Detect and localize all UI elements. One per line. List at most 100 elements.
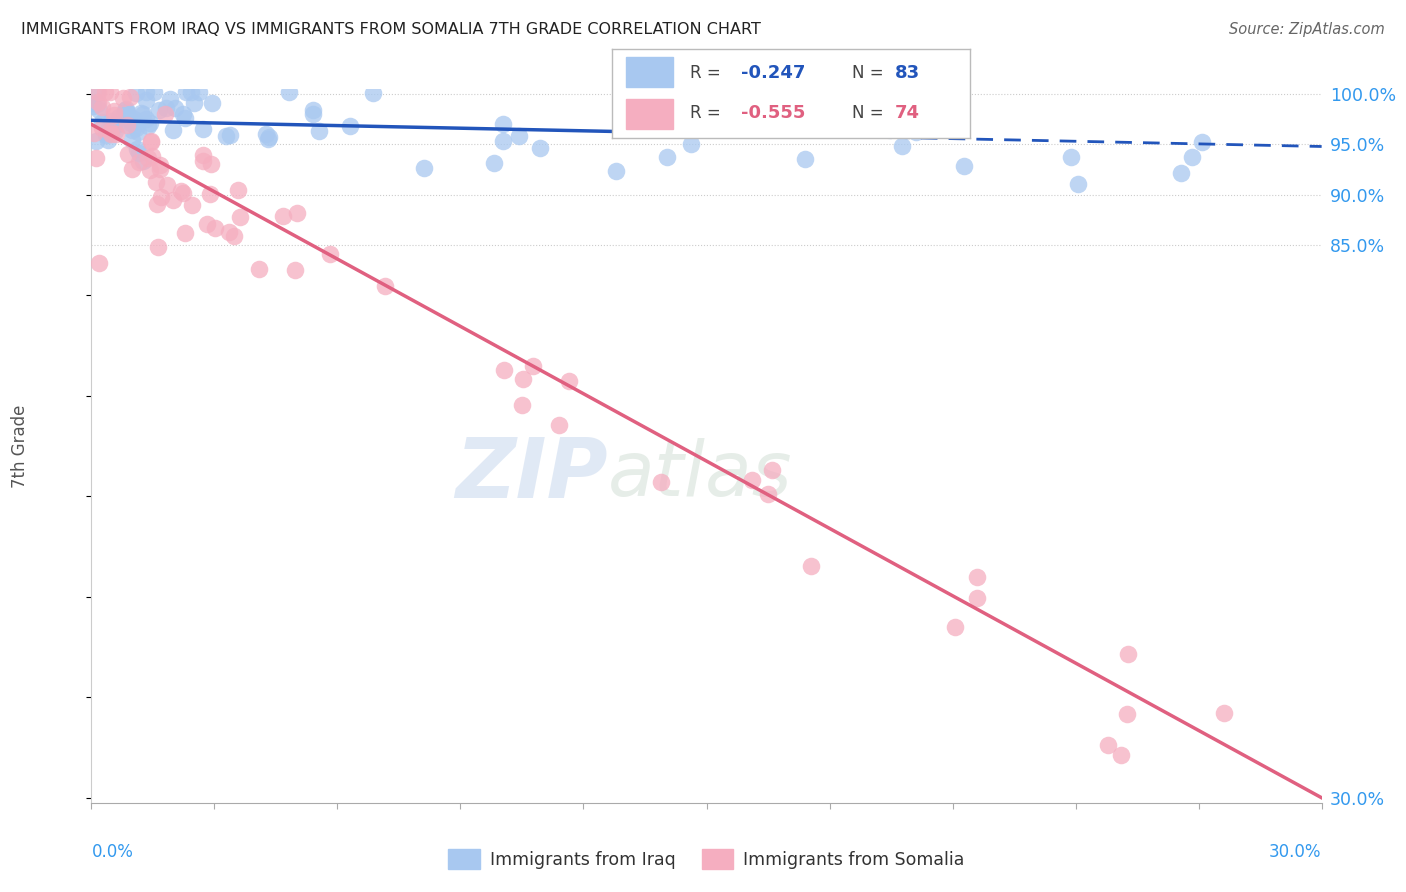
Point [145,175,167,189]
Point [100,127,122,141]
Point [218,225,240,239]
Text: N =: N = [852,104,889,122]
Point [318,247,340,261]
Point [122,112,145,126]
Point [228,210,250,224]
Point [271,209,294,223]
Point [605,164,627,178]
Point [120,116,142,130]
Point [86,95,108,110]
Point [1109,747,1132,762]
Point [650,475,672,489]
Point [125,86,148,100]
Point [112,107,135,121]
Point [257,132,280,146]
Point [198,187,221,202]
Point [191,153,214,168]
Text: 30.0%: 30.0% [1270,843,1322,861]
Point [285,206,308,220]
Point [125,120,148,135]
Text: IMMIGRANTS FROM IRAQ VS IMMIGRANTS FROM SOMALIA 7TH GRADE CORRELATION CHART: IMMIGRANTS FROM IRAQ VS IMMIGRANTS FROM … [21,22,761,37]
Point [512,372,534,386]
Point [681,137,703,152]
Point [666,118,689,132]
Point [247,261,270,276]
Text: atlas: atlas [607,438,793,511]
Point [91,115,114,129]
Point [82,96,104,111]
Bar [626,99,672,129]
Point [302,107,325,121]
Point [117,147,139,161]
Point [135,112,157,126]
Point [794,153,817,167]
Point [226,183,249,197]
Point [129,106,152,120]
Point [800,559,823,574]
Point [188,85,211,99]
Point [254,127,277,141]
Point [114,105,136,120]
Point [120,113,142,128]
Text: -0.247: -0.247 [741,64,806,82]
Point [492,118,515,132]
Point [128,146,150,161]
Point [115,104,138,119]
Point [180,85,202,99]
Point [966,570,988,584]
Point [139,116,162,130]
Point [148,161,170,176]
Point [98,120,121,135]
Point [172,186,194,201]
Point [1059,150,1081,164]
Point [87,256,110,270]
Point [165,101,187,115]
Point [131,153,153,168]
Point [204,220,226,235]
Point [145,196,167,211]
Point [139,163,162,178]
Point [1181,150,1204,164]
Point [966,591,988,605]
Point [1116,648,1139,662]
Point [114,102,136,116]
Point [98,85,121,99]
Point [339,119,361,133]
Point [100,114,122,128]
Point [741,473,763,487]
Point [114,103,136,118]
Text: 74: 74 [894,104,920,122]
Point [193,148,215,162]
Point [121,133,143,147]
Point [121,161,143,176]
Text: Source: ZipAtlas.com: Source: ZipAtlas.com [1229,22,1385,37]
Text: 7th Grade: 7th Grade [11,404,30,488]
Point [84,152,107,166]
Text: ZIP: ZIP [456,434,607,515]
Point [904,125,927,139]
Text: 0.0%: 0.0% [91,843,134,861]
Point [512,398,534,412]
Point [159,92,181,106]
Point [138,120,160,134]
Point [170,184,193,198]
Point [87,85,110,99]
Point [183,96,205,111]
Point [1067,178,1090,192]
Text: R =: R = [690,64,727,82]
Point [508,128,530,143]
Point [162,194,184,208]
Point [301,103,323,117]
Point [135,93,157,107]
Point [135,85,157,99]
Point [215,128,238,143]
Point [191,122,214,136]
Point [195,217,218,231]
Point [529,141,551,155]
Point [1097,738,1119,752]
Point [117,118,139,132]
Legend: Immigrants from Iraq, Immigrants from Somalia: Immigrants from Iraq, Immigrants from So… [441,842,972,876]
Point [138,151,160,165]
Point [284,263,307,277]
Point [219,128,242,142]
